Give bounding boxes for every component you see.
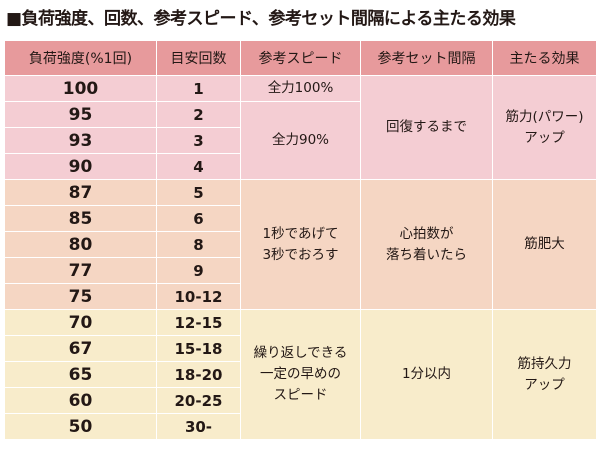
- interval-cell: 心拍数が 落ち着いたら: [360, 179, 493, 310]
- reps-cell: 1: [156, 75, 241, 102]
- effect-line: 筋肥大: [524, 236, 565, 252]
- reps-cell: 20-25: [156, 387, 241, 414]
- load-cell: 77: [4, 257, 157, 284]
- table-row: 67 15-18: [4, 335, 597, 362]
- table-row: 87 5 1秒であげて 3秒でおろす 心拍数が 落ち着いたら 筋肥大: [4, 179, 597, 310]
- load-cell: 70: [4, 309, 157, 336]
- reps-cell: 4: [156, 153, 241, 180]
- reps-cell: 10-12: [156, 283, 241, 310]
- speed-line: 繰り返しできる: [253, 345, 348, 361]
- training-effects-table: 負荷強度(%1回) 目安回数 参考スピード 参考セット間隔 主たる効果 100 …: [4, 40, 597, 440]
- header-load: 負荷強度(%1回): [4, 40, 157, 76]
- load-cell: 80: [4, 231, 157, 258]
- load-cell: 87: [4, 179, 157, 206]
- reps-cell: 8: [156, 231, 241, 258]
- speed-cell: 繰り返しできる 一定の早めの スピード: [240, 309, 361, 440]
- table-row: 77 9: [4, 257, 597, 284]
- effect-line: アップ: [524, 376, 565, 393]
- load-cell: 65: [4, 361, 157, 388]
- reps-cell: 6: [156, 205, 241, 232]
- header-effect: 主たる効果: [492, 40, 597, 76]
- interval-line: 心拍数が: [399, 225, 454, 242]
- effect-line: 筋持久力: [517, 355, 572, 372]
- interval-cell: 回復するまで: [360, 75, 493, 180]
- effect-cell: 筋肥大: [492, 179, 597, 310]
- table-row: 70 12-15 繰り返しできる 一定の早めの スピード 1分以内 筋持久力 ア…: [4, 309, 597, 440]
- load-cell: 67: [4, 335, 157, 362]
- reps-cell: 2: [156, 101, 241, 128]
- load-cell: 100: [4, 75, 157, 102]
- speed-line: 一定の早めの: [260, 366, 341, 382]
- table-header-row: 負荷強度(%1回) 目安回数 参考スピード 参考セット間隔 主たる効果: [4, 40, 597, 76]
- load-cell: 50: [4, 413, 157, 440]
- effect-line: 筋力(パワー): [505, 108, 584, 125]
- load-cell: 95: [4, 101, 157, 128]
- load-cell: 90: [4, 153, 157, 180]
- table-row: 80 8: [4, 231, 597, 258]
- table-row: 75 10-12: [4, 283, 597, 310]
- load-cell: 93: [4, 127, 157, 154]
- table-row: 50 30-: [4, 413, 597, 440]
- reps-cell: 15-18: [156, 335, 241, 362]
- interval-line: 1分以内: [401, 366, 452, 382]
- reps-cell: 30-: [156, 413, 241, 440]
- speed-line: 1秒であげて: [262, 225, 339, 242]
- load-cell: 75: [4, 283, 157, 310]
- effect-line: アップ: [524, 129, 565, 146]
- table-row: 93 3: [4, 127, 597, 154]
- interval-line: 落ち着いたら: [386, 246, 467, 263]
- reps-cell: 12-15: [156, 309, 241, 336]
- speed-line: スピード: [273, 387, 328, 403]
- page-title: ■負荷強度、回数、参考スピード、参考セット間隔による主たる効果: [6, 9, 516, 29]
- speed-line: 3秒でおろす: [262, 246, 339, 263]
- table-row: 90 4: [4, 153, 597, 180]
- table-row: 60 20-25: [4, 387, 597, 414]
- speed-cell: 1秒であげて 3秒でおろす: [240, 179, 361, 310]
- header-interval: 参考セット間隔: [360, 40, 493, 76]
- header-reps: 目安回数: [156, 40, 241, 76]
- load-cell: 85: [4, 205, 157, 232]
- table-row: 100 1 全力100% 回復するまで 筋力(パワー) アップ: [4, 75, 597, 180]
- speed-cell: 全力90%: [240, 101, 361, 180]
- effect-cell: 筋力(パワー) アップ: [492, 75, 597, 180]
- table-row: 95 2 全力90%: [4, 101, 597, 180]
- reps-cell: 18-20: [156, 361, 241, 388]
- reps-cell: 9: [156, 257, 241, 284]
- table-row: 85 6: [4, 205, 597, 232]
- speed-cell: 全力100%: [240, 75, 361, 102]
- reps-cell: 5: [156, 179, 241, 206]
- interval-cell: 1分以内: [360, 309, 493, 440]
- reps-cell: 3: [156, 127, 241, 154]
- load-cell: 60: [4, 387, 157, 414]
- header-speed: 参考スピード: [240, 40, 361, 76]
- effect-cell: 筋持久力 アップ: [492, 309, 597, 440]
- table-row: 65 18-20: [4, 361, 597, 388]
